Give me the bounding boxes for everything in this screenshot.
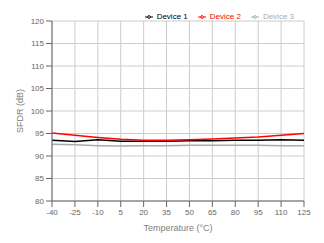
svg-text:-10: -10 — [92, 208, 104, 217]
svg-text:-40: -40 — [46, 208, 58, 217]
svg-text:80: 80 — [35, 197, 44, 206]
svg-text:85: 85 — [35, 174, 44, 183]
svg-text:120: 120 — [31, 17, 45, 26]
svg-text:125: 125 — [297, 208, 311, 217]
svg-text:SFDR (dB): SFDR (dB) — [15, 89, 25, 133]
html-text:Device 2: Device 2 — [209, 12, 241, 21]
svg-text:105: 105 — [31, 84, 45, 93]
html-text:Device 3: Device 3 — [262, 12, 294, 21]
svg-text:95: 95 — [254, 208, 263, 217]
svg-text:5: 5 — [119, 208, 124, 217]
svg-text:100: 100 — [31, 107, 45, 116]
svg-text:110: 110 — [275, 208, 288, 217]
svg-text:65: 65 — [208, 208, 217, 217]
svg-text:115: 115 — [31, 39, 44, 48]
svg-text:-25: -25 — [69, 208, 81, 217]
svg-text:50: 50 — [185, 208, 194, 217]
svg-text:35: 35 — [162, 208, 171, 217]
svg-text:80: 80 — [231, 208, 240, 217]
svg-text:110: 110 — [31, 62, 44, 71]
svg-text:Temperature (°C): Temperature (°C) — [143, 223, 212, 233]
svg-text:20: 20 — [139, 208, 148, 217]
svg-text:95: 95 — [35, 129, 44, 138]
html-text:Device 1: Device 1 — [156, 12, 188, 21]
svg-text:90: 90 — [35, 152, 44, 161]
